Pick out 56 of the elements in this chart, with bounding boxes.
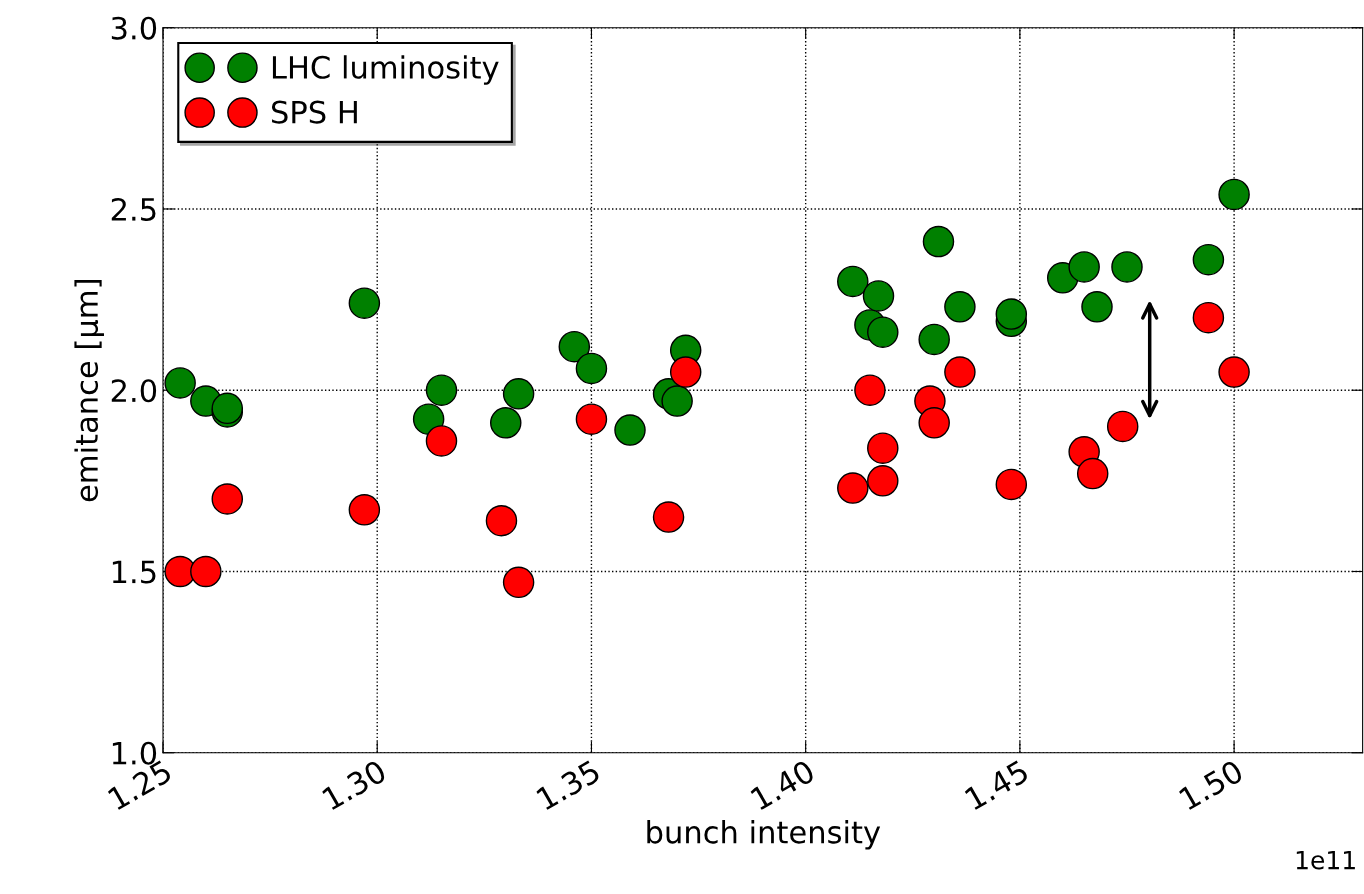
- x-tick-label: 1.50: [1178, 759, 1245, 811]
- point: [995, 468, 1028, 501]
- x-axis-title: bunch intensity: [647, 820, 881, 850]
- point: [348, 287, 381, 319]
- x-tick-label: 1.40: [749, 759, 816, 811]
- legend-label: LHC luminosity: [272, 55, 499, 85]
- y-tick-label: 3.0: [111, 16, 157, 40]
- point: [669, 356, 702, 388]
- point: [1076, 457, 1109, 490]
- point: [867, 432, 899, 464]
- point: [1068, 251, 1100, 283]
- y-tick-label: 1.5: [112, 560, 156, 584]
- point: [425, 374, 458, 406]
- point: [922, 225, 955, 258]
- point: [854, 374, 886, 406]
- point: [661, 385, 693, 417]
- point: [575, 352, 608, 385]
- legend-label: SPS H: [271, 100, 357, 124]
- point: [614, 414, 646, 446]
- point: [867, 316, 899, 348]
- y-axis-title: emitance [μm]: [74, 280, 104, 502]
- point: [652, 501, 685, 533]
- point: [944, 291, 976, 323]
- point: [1192, 301, 1225, 334]
- point: [918, 323, 950, 356]
- y-tick-label: 2.0: [111, 379, 157, 403]
- point: [575, 403, 608, 435]
- point: [348, 494, 381, 526]
- point: [558, 330, 591, 363]
- y-tick-label: 2.5: [111, 197, 156, 222]
- point: [1081, 291, 1113, 323]
- point: [485, 504, 518, 537]
- text: 1e11: [1296, 850, 1355, 870]
- point: [1192, 243, 1225, 276]
- point: [164, 367, 196, 399]
- point: [1218, 178, 1250, 211]
- point: [918, 407, 950, 439]
- point: [862, 280, 895, 312]
- point: [502, 566, 535, 599]
- x-tick-label: 1.30: [321, 759, 388, 811]
- point: [995, 298, 1028, 330]
- point: [502, 378, 535, 410]
- x-tick-label: 1.45: [964, 759, 1030, 811]
- point: [1111, 251, 1143, 283]
- point: [490, 407, 522, 439]
- point: [1106, 410, 1139, 443]
- point: [425, 425, 458, 457]
- point: [1218, 356, 1250, 388]
- point: [944, 356, 976, 388]
- point: [164, 555, 196, 588]
- x-tick-label: 1.35: [535, 759, 601, 811]
- point: [211, 483, 244, 515]
- point: [837, 265, 869, 298]
- point: [867, 465, 899, 497]
- point: [190, 555, 222, 588]
- point: [837, 472, 869, 504]
